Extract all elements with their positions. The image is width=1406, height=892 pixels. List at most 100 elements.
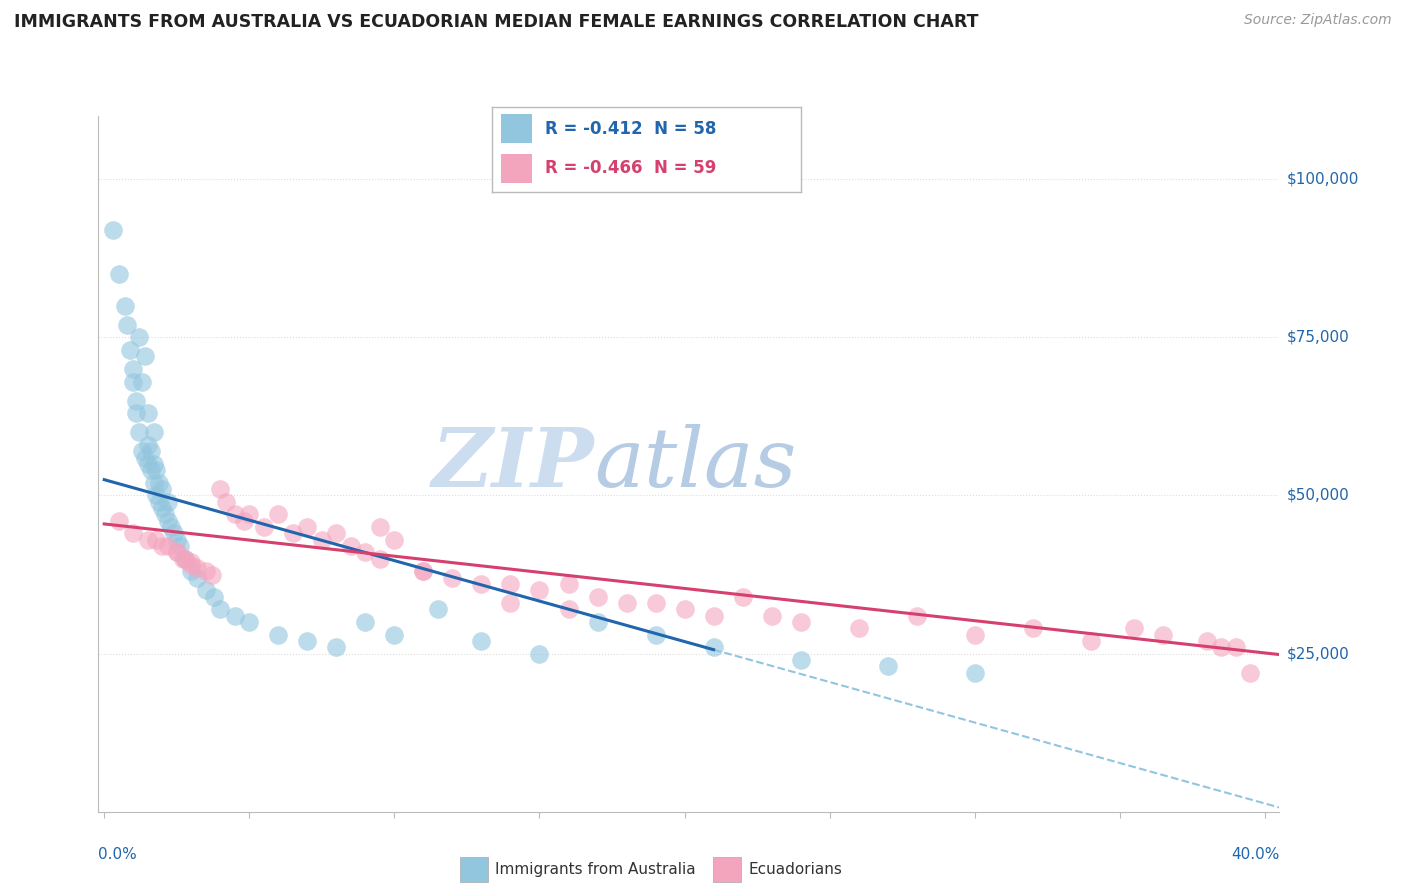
Point <box>238 508 260 522</box>
Point <box>122 362 145 376</box>
Text: Ecuadorians: Ecuadorians <box>748 863 842 877</box>
Point <box>128 330 150 344</box>
Point <box>157 539 180 553</box>
Point <box>150 482 173 496</box>
Point <box>232 514 254 528</box>
Point <box>238 615 260 629</box>
Point <box>224 508 246 522</box>
Point <box>311 533 333 547</box>
Text: $100,000: $100,000 <box>1286 172 1358 186</box>
Point <box>180 555 202 569</box>
Point <box>131 444 153 458</box>
Point <box>703 608 725 623</box>
Point <box>644 596 666 610</box>
Text: 0.0%: 0.0% <box>98 847 138 863</box>
Point <box>153 508 176 522</box>
Point <box>848 621 870 635</box>
Point <box>267 627 290 641</box>
Point <box>136 533 159 547</box>
Point <box>166 545 188 559</box>
Point <box>297 634 319 648</box>
Point <box>174 551 197 566</box>
Point <box>499 577 522 591</box>
Point <box>209 602 232 616</box>
Point <box>586 590 609 604</box>
Point <box>136 406 159 420</box>
Point <box>166 545 188 559</box>
Point <box>616 596 638 610</box>
Point <box>470 577 492 591</box>
Point <box>145 463 167 477</box>
Point <box>122 375 145 389</box>
Point <box>136 438 159 452</box>
Point <box>281 526 304 541</box>
Point <box>166 533 188 547</box>
Point <box>139 463 162 477</box>
Point <box>1152 627 1174 641</box>
Point <box>529 647 551 661</box>
Point <box>354 545 377 559</box>
Point <box>194 583 217 598</box>
Point <box>557 577 579 591</box>
Point <box>731 590 754 604</box>
Text: ZIP: ZIP <box>432 424 595 504</box>
Point <box>180 558 202 572</box>
Point <box>325 526 347 541</box>
Point <box>107 514 129 528</box>
Point <box>200 567 222 582</box>
Point <box>368 520 391 534</box>
Text: 40.0%: 40.0% <box>1232 847 1279 863</box>
Point <box>148 475 170 490</box>
Point <box>157 495 180 509</box>
Point <box>150 539 173 553</box>
Point <box>905 608 928 623</box>
Point <box>384 533 406 547</box>
Point <box>160 520 183 534</box>
Point <box>789 653 811 667</box>
Point <box>499 596 522 610</box>
Point <box>224 608 246 623</box>
Point <box>412 565 434 579</box>
Point <box>120 343 142 357</box>
Point <box>340 539 363 553</box>
Point <box>761 608 783 623</box>
Text: atlas: atlas <box>595 424 797 504</box>
Point <box>1211 640 1233 655</box>
Bar <box>713 857 741 882</box>
Point <box>125 393 148 408</box>
Point <box>586 615 609 629</box>
Point <box>963 665 986 680</box>
Point <box>194 565 217 579</box>
Text: $75,000: $75,000 <box>1286 330 1350 345</box>
Point <box>297 520 319 534</box>
Point <box>267 508 290 522</box>
Point <box>789 615 811 629</box>
Point <box>1239 665 1261 680</box>
Point <box>134 450 156 465</box>
Text: IMMIGRANTS FROM AUSTRALIA VS ECUADORIAN MEDIAN FEMALE EARNINGS CORRELATION CHART: IMMIGRANTS FROM AUSTRALIA VS ECUADORIAN … <box>14 13 979 31</box>
Point <box>1022 621 1045 635</box>
Point <box>470 634 492 648</box>
Text: $50,000: $50,000 <box>1286 488 1350 503</box>
Point <box>150 501 173 516</box>
Text: R = -0.412  N = 58: R = -0.412 N = 58 <box>544 120 716 137</box>
Point <box>384 627 406 641</box>
Point <box>253 520 276 534</box>
Text: R = -0.466  N = 59: R = -0.466 N = 59 <box>544 160 716 178</box>
Point <box>101 223 124 237</box>
Point <box>134 349 156 363</box>
Point <box>163 526 186 541</box>
Point <box>354 615 377 629</box>
Point <box>180 565 202 579</box>
Point <box>142 475 165 490</box>
Point <box>204 590 226 604</box>
Point <box>1225 640 1247 655</box>
Point <box>148 495 170 509</box>
Point <box>1123 621 1146 635</box>
Bar <box>502 153 533 183</box>
Point <box>963 627 986 641</box>
Point <box>529 583 551 598</box>
Point <box>117 318 139 332</box>
Point <box>145 488 167 502</box>
Point <box>128 425 150 440</box>
